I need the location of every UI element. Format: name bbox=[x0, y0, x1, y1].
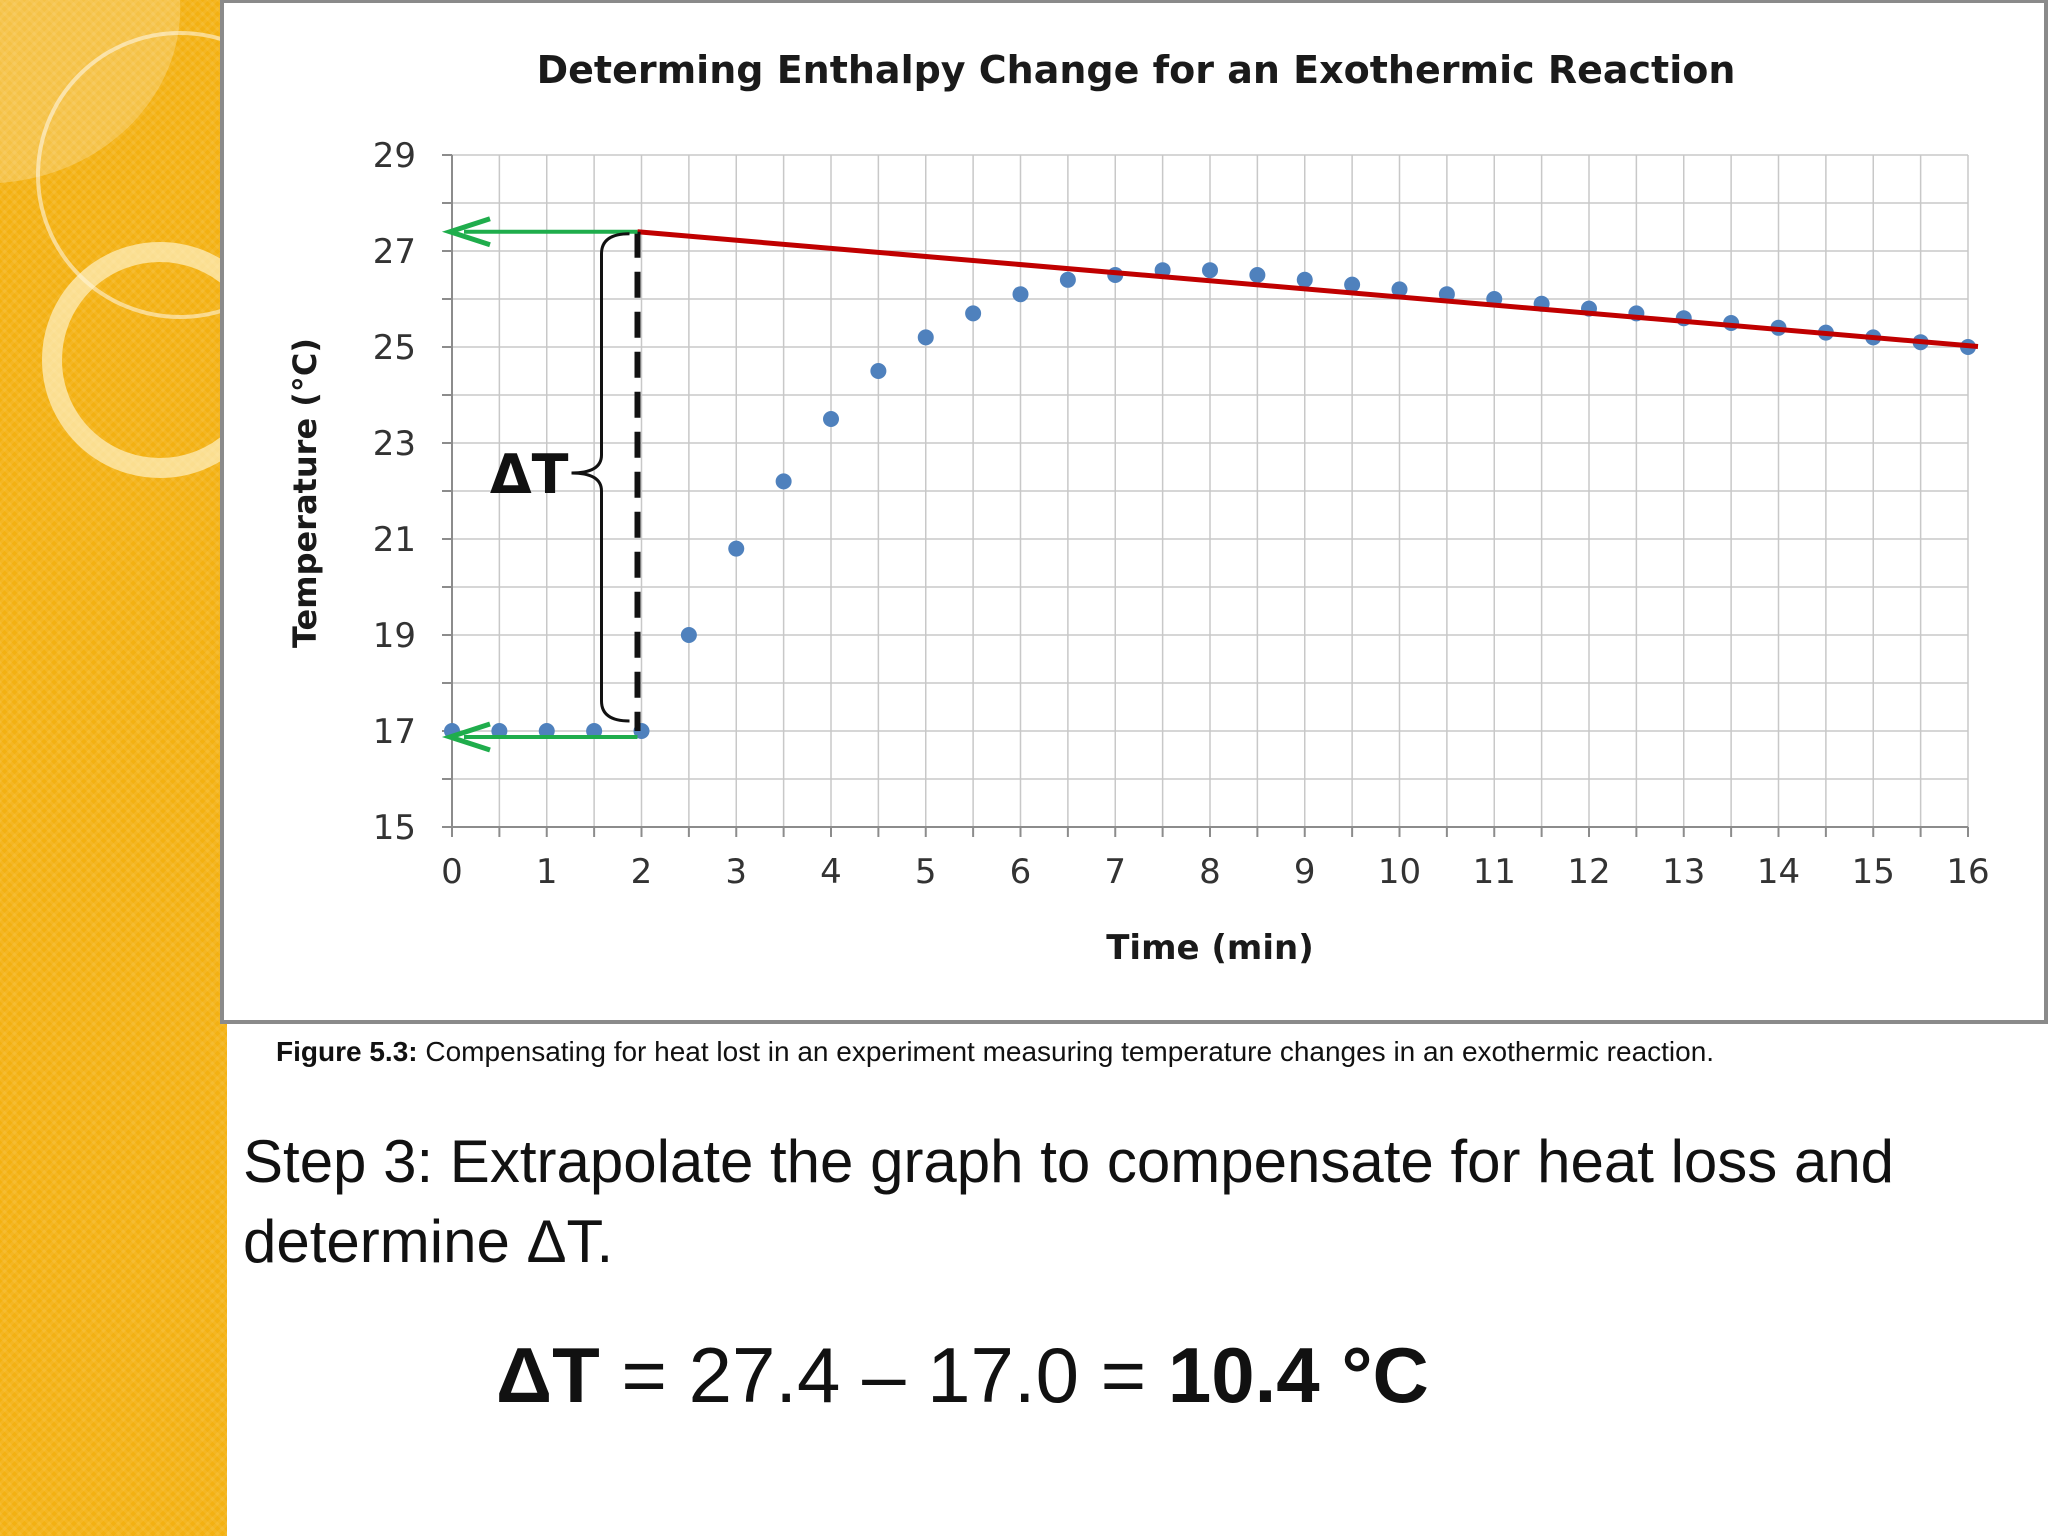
x-tick-label: 7 bbox=[1104, 852, 1126, 892]
x-tick-label: 9 bbox=[1294, 852, 1316, 892]
arrow-high-head bbox=[441, 216, 491, 248]
data-point bbox=[1391, 281, 1408, 298]
x-tick-label: 8 bbox=[1199, 852, 1221, 892]
x-tick-label: 1 bbox=[536, 852, 558, 892]
y-tick-label: 25 bbox=[373, 328, 416, 368]
data-point bbox=[1202, 262, 1218, 279]
data-point bbox=[1249, 267, 1266, 283]
x-tick-label: 0 bbox=[441, 852, 463, 892]
y-tick-label: 19 bbox=[373, 616, 416, 656]
chart-frame: 0 1 2 3 4 5 6 7 8 9 10 11 12 13 14 15 16 15 17 19 21 23 25 27 29… bbox=[220, 0, 2048, 1024]
delta-t-equation: ΔT = 27.4 – 17.0 = 10.4 °C bbox=[496, 1330, 1429, 1421]
data-point bbox=[1296, 271, 1313, 288]
data-point bbox=[1012, 286, 1029, 303]
figure-caption: Figure 5.3: Compensating for heat lost i… bbox=[276, 1036, 1714, 1068]
data-point bbox=[917, 329, 934, 346]
data-point bbox=[870, 363, 887, 379]
delta-t-brace bbox=[571, 232, 630, 723]
annotation-layer: ΔT bbox=[441, 216, 1979, 753]
y-tick-label: 15 bbox=[373, 808, 416, 848]
equation-middle: = 27.4 – 17.0 = bbox=[599, 1331, 1168, 1419]
chart-title: Determing Enthalpy Change for an Exother… bbox=[537, 48, 1736, 92]
x-tick-label: 5 bbox=[915, 852, 937, 892]
x-tick-label: 16 bbox=[1946, 852, 1989, 892]
data-point bbox=[823, 411, 839, 427]
delta-t-annotation: ΔT bbox=[490, 443, 569, 506]
data-point bbox=[965, 305, 982, 322]
step-instruction: Step 3: Extrapolate the graph to compens… bbox=[243, 1128, 1895, 1275]
data-points-layer bbox=[444, 262, 1976, 739]
x-tick-label: 12 bbox=[1567, 852, 1610, 892]
grid-layer bbox=[451, 154, 1969, 828]
arrow-low-head bbox=[441, 721, 491, 753]
x-tick-label: 13 bbox=[1662, 852, 1705, 892]
data-point bbox=[1059, 271, 1076, 288]
enthalpy-chart: 0 1 2 3 4 5 6 7 8 9 10 11 12 13 14 15 161517192123252729… bbox=[286, 48, 1990, 968]
x-tick-label: 14 bbox=[1757, 852, 1800, 892]
x-tick-label: 6 bbox=[1010, 852, 1032, 892]
x-axis-label: Time (min) bbox=[1106, 928, 1314, 968]
y-tick-label: 29 bbox=[373, 136, 416, 176]
x-tick-label: 15 bbox=[1852, 852, 1895, 892]
data-point bbox=[1344, 276, 1361, 293]
data-point bbox=[1438, 286, 1455, 303]
equation-result: 10.4 °C bbox=[1167, 1331, 1429, 1419]
y-axis-label: Temperature (°C) bbox=[286, 338, 324, 648]
equation-symbol: ΔT bbox=[496, 1331, 600, 1419]
x-tick-label: 11 bbox=[1473, 852, 1516, 892]
y-tick-label: 21 bbox=[373, 520, 416, 560]
data-point bbox=[680, 627, 697, 643]
data-point bbox=[728, 540, 745, 557]
x-tick-label: 4 bbox=[820, 852, 842, 892]
caption-text: Compensating for heat lost in an experim… bbox=[417, 1036, 1715, 1067]
x-tick-label: 2 bbox=[631, 852, 653, 892]
y-tick-label: 23 bbox=[373, 424, 416, 464]
extrapolation-line bbox=[637, 229, 1979, 349]
axes-layer bbox=[442, 154, 1969, 837]
y-tick-label: 27 bbox=[373, 232, 416, 272]
data-point bbox=[775, 473, 792, 490]
y-tick-label: 17 bbox=[373, 712, 416, 752]
x-tick-label: 10 bbox=[1378, 852, 1421, 892]
decorative-circles bbox=[0, 0, 227, 478]
x-tick-label: 3 bbox=[725, 852, 747, 892]
decorative-sidebar bbox=[0, 0, 227, 1536]
caption-label: Figure 5.3: bbox=[276, 1036, 418, 1067]
